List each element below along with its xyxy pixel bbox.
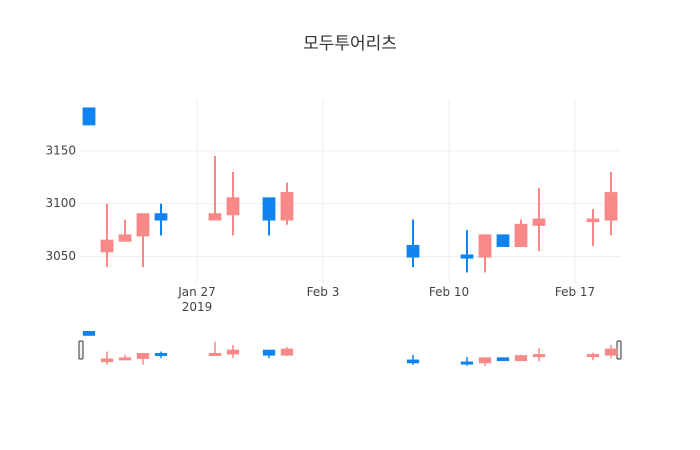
candle-body [82, 331, 96, 336]
x-tick-label: Feb 10 [429, 285, 469, 299]
candle-body [514, 355, 528, 362]
candle-body [532, 354, 546, 358]
candle-body [280, 192, 294, 221]
y-tick-label: 3050 [45, 249, 76, 263]
x-tick-label: Feb 3 [307, 285, 340, 299]
candle-body [460, 361, 474, 365]
candle-body [262, 197, 276, 221]
candle-body [478, 234, 492, 258]
chart-title: 모두투어리츠 [303, 34, 397, 54]
x-tick-label: Jan 27 2019 [177, 285, 216, 314]
candle-body [280, 348, 294, 356]
candle-body [586, 354, 600, 358]
candle-body [586, 218, 600, 223]
candle-body [100, 239, 114, 253]
candle-body [478, 357, 492, 364]
candle-body [136, 352, 150, 359]
y-tick-label: 3100 [45, 196, 76, 210]
candle-body [514, 223, 528, 247]
candle-body [496, 234, 510, 247]
candle-body [406, 359, 420, 364]
candle-body [604, 348, 618, 356]
candle-body [406, 244, 420, 258]
candle-body [82, 107, 96, 126]
candle-body [226, 349, 240, 355]
candle-body [136, 213, 150, 237]
candle-body [118, 234, 132, 242]
candle-body [496, 357, 510, 362]
candle-body [460, 254, 474, 259]
candle-body [154, 352, 168, 356]
candle-body [604, 192, 618, 221]
y-tick-label: 3150 [45, 143, 76, 157]
candle-body [532, 218, 546, 226]
range-handle-left[interactable] [78, 340, 84, 360]
x-tick-label: Feb 17 [555, 285, 595, 299]
candle-body [262, 349, 276, 356]
range-handle-right[interactable] [616, 340, 622, 360]
candle-body [118, 357, 132, 361]
candle-body [100, 358, 114, 363]
candle-body [154, 213, 168, 221]
candle-body [208, 213, 222, 221]
candle-body [208, 352, 222, 356]
candle-body [226, 197, 240, 216]
